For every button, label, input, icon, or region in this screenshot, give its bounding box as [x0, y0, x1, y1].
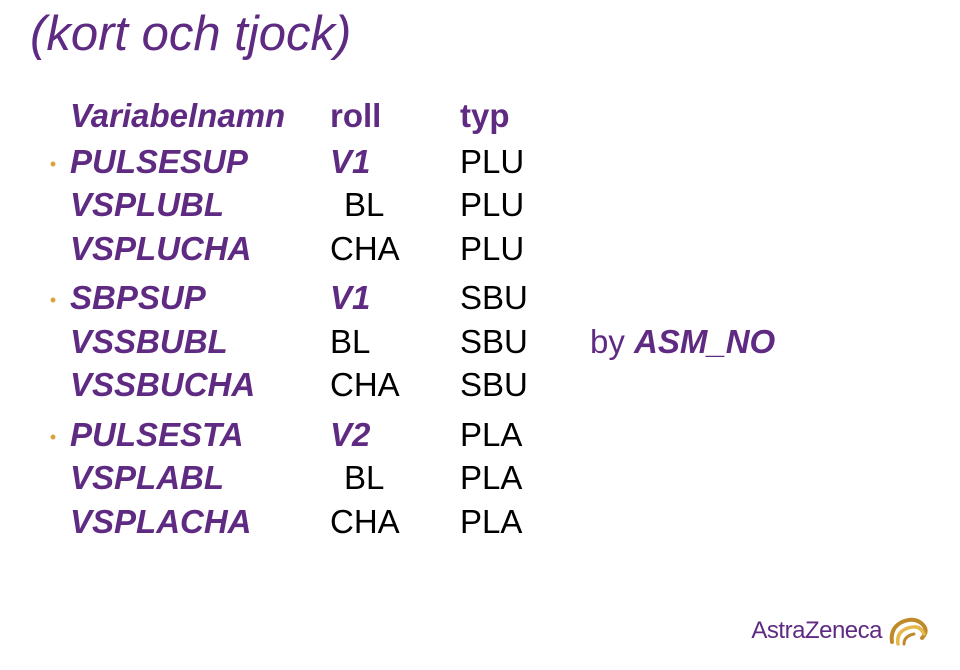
- cell-variabelnamn: PULSESUP: [70, 140, 330, 184]
- cell-roll: V1: [330, 140, 460, 184]
- logo-text: AstraZeneca: [751, 617, 882, 645]
- extra-prefix: by: [590, 323, 634, 360]
- cell-variabelnamn: VSPLABL: [70, 456, 330, 500]
- cell-typ: PLU: [460, 227, 590, 271]
- cell-roll: CHA: [330, 500, 460, 544]
- cell-variabelnamn: VSPLUCHA: [70, 227, 330, 271]
- table-row: VSSBUBLBLSBUby ASM_NO: [36, 320, 930, 364]
- logo-swirl-icon: [888, 614, 930, 648]
- table-row: VSPLACHACHAPLA: [36, 500, 930, 544]
- cell-typ: SBU: [460, 363, 590, 407]
- cell-extra: by ASM_NO: [590, 320, 850, 364]
- cell-roll: BL: [330, 456, 460, 500]
- cell-roll: BL: [330, 320, 460, 364]
- astrazeneca-logo: AstraZeneca: [751, 614, 930, 648]
- header-roll: roll: [330, 94, 460, 138]
- cell-typ: SBU: [460, 276, 590, 320]
- cell-roll: CHA: [330, 227, 460, 271]
- cell-roll: CHA: [330, 363, 460, 407]
- cell-typ: SBU: [460, 320, 590, 364]
- bullet-icon: •: [36, 418, 70, 451]
- table-row: VSSBUCHACHASBU: [36, 363, 930, 407]
- extra-bold: ASM_NO: [634, 323, 775, 360]
- table-row: VSPLUBLBLPLU: [36, 183, 930, 227]
- slide: (kort och tjock) Variabelnamn roll typ •…: [0, 0, 960, 670]
- table-row: •PULSESUPV1PLU: [36, 140, 930, 184]
- slide-title: (kort och tjock): [30, 6, 930, 62]
- cell-variabelnamn: VSPLACHA: [70, 500, 330, 544]
- cell-variabelnamn: PULSESTA: [70, 413, 330, 457]
- header-variabelnamn: Variabelnamn: [70, 94, 330, 138]
- table-row: VSPLUCHACHAPLU: [36, 227, 930, 271]
- header-typ: typ: [460, 94, 590, 138]
- table-body: •PULSESUPV1PLUVSPLUBLBLPLUVSPLUCHACHAPLU…: [36, 140, 930, 544]
- table-row: •SBPSUPV1SBU: [36, 276, 930, 320]
- cell-variabelnamn: SBPSUP: [70, 276, 330, 320]
- cell-typ: PLA: [460, 456, 590, 500]
- cell-typ: PLA: [460, 500, 590, 544]
- cell-roll: V1: [330, 276, 460, 320]
- variable-table: Variabelnamn roll typ •PULSESUPV1PLUVSPL…: [36, 94, 930, 543]
- cell-roll: V2: [330, 413, 460, 457]
- cell-roll: BL: [330, 183, 460, 227]
- cell-typ: PLU: [460, 183, 590, 227]
- bullet-icon: •: [36, 281, 70, 314]
- cell-typ: PLU: [460, 140, 590, 184]
- cell-variabelnamn: VSSBUCHA: [70, 363, 330, 407]
- table-row: VSPLABLBLPLA: [36, 456, 930, 500]
- table-row: •PULSESTAV2PLA: [36, 413, 930, 457]
- bullet-icon: •: [36, 145, 70, 178]
- table-header-row: Variabelnamn roll typ: [36, 94, 930, 138]
- cell-typ: PLA: [460, 413, 590, 457]
- cell-variabelnamn: VSPLUBL: [70, 183, 330, 227]
- cell-variabelnamn: VSSBUBL: [70, 320, 330, 364]
